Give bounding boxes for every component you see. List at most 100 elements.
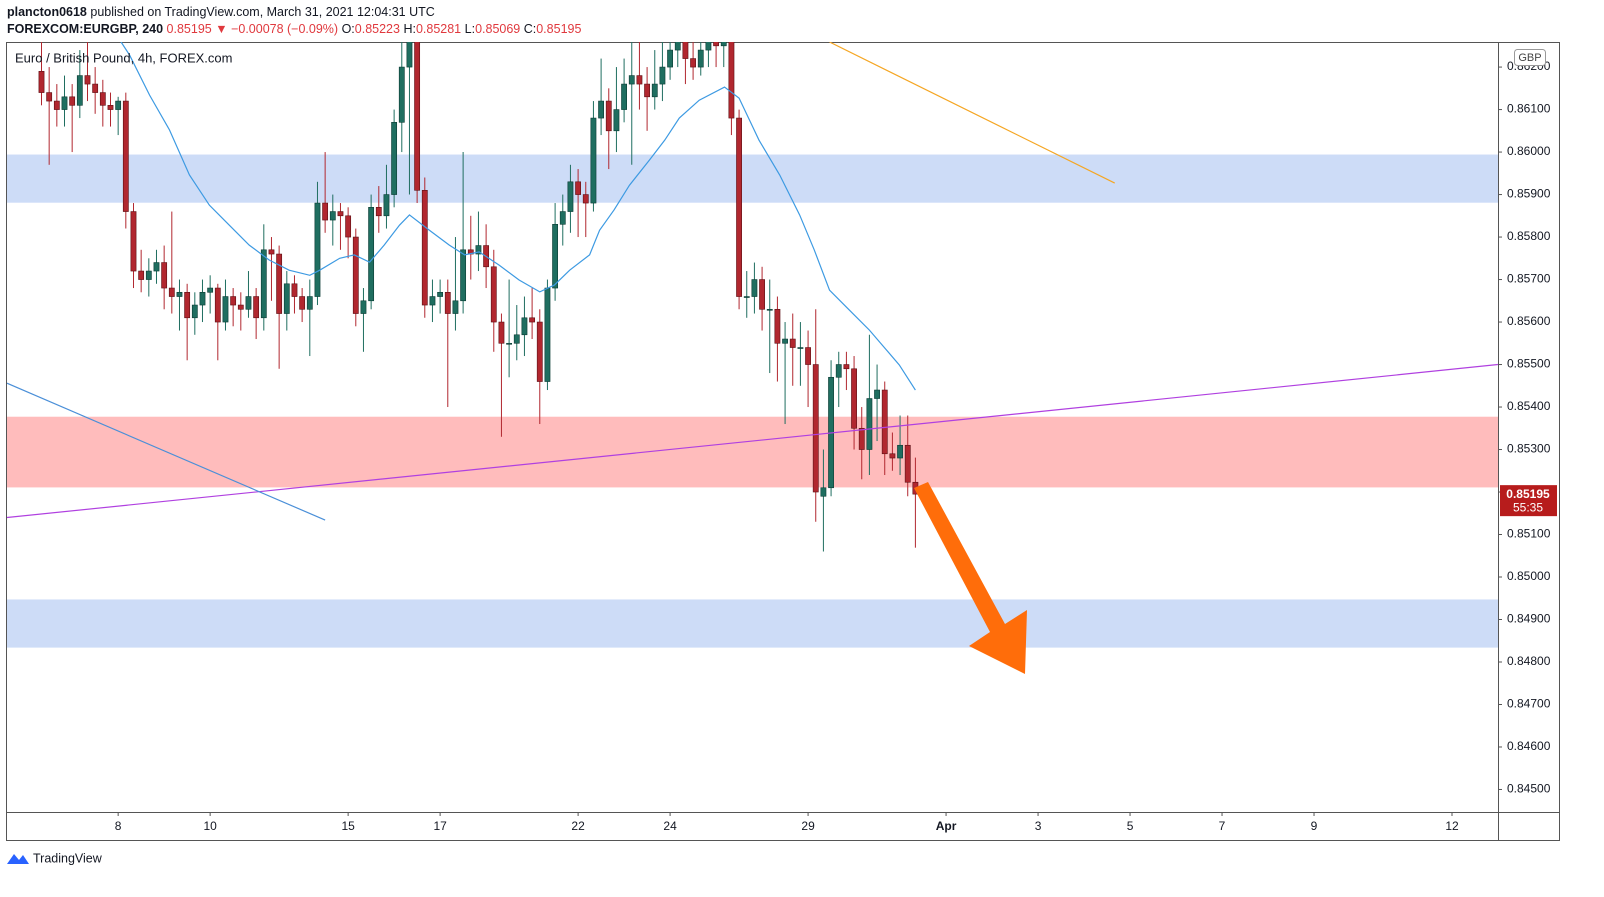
candle-body bbox=[682, 42, 689, 59]
trend-line bbox=[7, 382, 326, 521]
ohlc-key: O: bbox=[341, 22, 355, 36]
candle-body bbox=[697, 49, 704, 68]
candle-body bbox=[176, 291, 183, 297]
ohlc-value: 0.85223 bbox=[354, 22, 400, 36]
candle-body bbox=[398, 66, 405, 123]
candle-body bbox=[329, 211, 336, 221]
candle-body bbox=[184, 291, 191, 319]
candle-body bbox=[391, 122, 398, 195]
candle-body bbox=[636, 75, 643, 85]
candle-body bbox=[337, 211, 344, 217]
candle-body bbox=[651, 83, 658, 98]
y-tick-label: 0.84600 bbox=[1507, 739, 1551, 753]
candle-body bbox=[659, 66, 666, 85]
candle-body bbox=[153, 262, 160, 272]
currency: GBP bbox=[1518, 52, 1541, 64]
logo-icon bbox=[7, 854, 29, 864]
y-tick-label: 0.86000 bbox=[1507, 144, 1551, 158]
candle-body bbox=[452, 300, 459, 314]
candle-body bbox=[161, 262, 168, 289]
y-tick-label: 0.84800 bbox=[1507, 654, 1551, 668]
x-tick-label: 15 bbox=[341, 819, 355, 833]
candle-body bbox=[736, 117, 742, 297]
candle-body bbox=[276, 253, 283, 314]
candle-body bbox=[260, 249, 267, 319]
candle-body bbox=[84, 75, 91, 85]
ohlc-value: 0.85195 bbox=[536, 22, 582, 36]
candle-body bbox=[222, 296, 229, 323]
candle-body bbox=[513, 334, 520, 344]
candle-body bbox=[598, 100, 605, 119]
x-tick-label: 12 bbox=[1445, 819, 1459, 833]
x-tick-label: 7 bbox=[1219, 819, 1226, 833]
candle-body bbox=[138, 270, 145, 280]
candle-body bbox=[99, 92, 106, 106]
axes: 0.84500 0.84600 0.84700 0.84800 0.84900 0.850… bbox=[115, 59, 1557, 833]
candle-body bbox=[835, 364, 842, 378]
zone bbox=[7, 599, 1498, 648]
candle-body bbox=[352, 236, 359, 314]
symbol-line: FOREXCOM:EURGBP, 240 0.85195 ▼ −0.00078 … bbox=[7, 22, 581, 36]
candle-body bbox=[590, 117, 597, 204]
y-tick-label: 0.85700 bbox=[1507, 272, 1551, 286]
candle-body bbox=[751, 279, 758, 297]
x-tick-label: 3 bbox=[1035, 819, 1042, 833]
candle-body bbox=[881, 389, 888, 455]
ohlc-key: H: bbox=[403, 22, 416, 36]
candle-body bbox=[475, 245, 482, 255]
candle-body bbox=[552, 224, 559, 289]
candle-body bbox=[605, 100, 612, 132]
ohlc-value: 0.85069 bbox=[475, 22, 521, 36]
down-arrow bbox=[914, 482, 1027, 674]
candle-body bbox=[782, 338, 788, 344]
candle-body bbox=[429, 296, 436, 306]
y-tick-label: 0.85000 bbox=[1507, 569, 1551, 583]
symbol: FOREXCOM:EURGBP, 240 bbox=[7, 22, 164, 36]
candle-body bbox=[674, 42, 681, 51]
candle-body bbox=[406, 42, 413, 68]
x-tick-label: 29 bbox=[801, 819, 815, 833]
candle-body bbox=[245, 296, 252, 310]
candle-body bbox=[889, 453, 896, 459]
candle-body bbox=[291, 283, 298, 297]
last-price: 0.85195 bbox=[1506, 487, 1550, 501]
candle-body bbox=[567, 181, 574, 212]
candle-body bbox=[789, 338, 796, 348]
moving-average bbox=[120, 42, 916, 391]
candle-body bbox=[38, 71, 45, 93]
candle-body bbox=[92, 83, 99, 93]
candle-body bbox=[759, 279, 765, 310]
candle-body bbox=[490, 266, 497, 323]
candle-body bbox=[345, 215, 352, 238]
candle-body bbox=[613, 109, 620, 132]
candle-body bbox=[207, 287, 214, 293]
y-tick-label: 0.85900 bbox=[1507, 187, 1551, 201]
x-tick-label: 17 bbox=[433, 819, 447, 833]
x-tick-label: 9 bbox=[1311, 819, 1318, 833]
candle-body bbox=[774, 308, 781, 344]
candle-body bbox=[820, 487, 827, 497]
candle-body bbox=[621, 83, 627, 110]
ohlc-value: 0.85281 bbox=[415, 22, 462, 36]
candle-body bbox=[713, 42, 719, 47]
publish-line: plancton0618 published on TradingView.co… bbox=[7, 5, 435, 19]
candle-body bbox=[268, 249, 275, 255]
ohlc: O:0.85223 H:0.85281 L:0.85069 C:0.85195 bbox=[342, 22, 582, 36]
candle-body bbox=[237, 304, 244, 310]
y-tick-label: 0.84500 bbox=[1507, 782, 1551, 796]
candle-body bbox=[314, 202, 321, 297]
candle-body bbox=[559, 211, 566, 225]
ohlc-key: C: bbox=[523, 22, 537, 36]
candle-body bbox=[797, 347, 804, 349]
y-tick-label: 0.86100 bbox=[1507, 102, 1551, 116]
candle-body bbox=[122, 100, 129, 212]
candle-body bbox=[874, 389, 880, 399]
candle-body bbox=[460, 249, 467, 302]
y-tick-label: 0.84700 bbox=[1507, 697, 1551, 711]
candle-body bbox=[383, 194, 390, 217]
y-tick-label: 0.85800 bbox=[1507, 229, 1551, 243]
candle-body bbox=[191, 304, 198, 319]
candle-body bbox=[575, 181, 582, 195]
candle-body bbox=[322, 202, 329, 221]
